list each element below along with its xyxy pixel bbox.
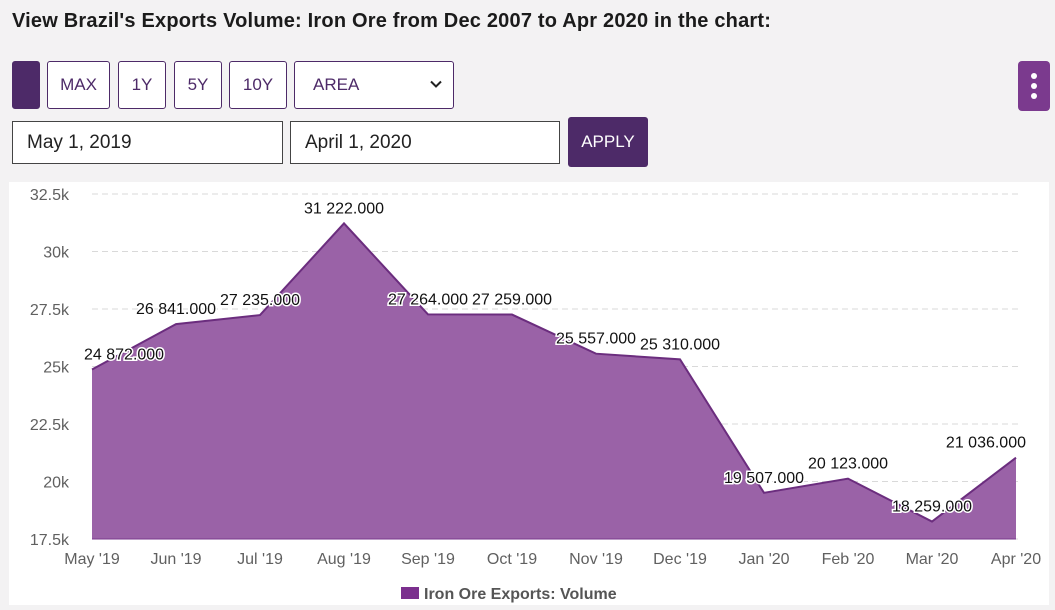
- range-button-max[interactable]: MAX: [47, 61, 110, 109]
- x-tick-label: Jul '19: [237, 551, 283, 568]
- start-date-input[interactable]: May 1, 2019: [12, 121, 283, 164]
- kebab-dot-icon: [1031, 83, 1037, 89]
- data-label: 27 259.000: [472, 292, 552, 309]
- chart-panel: 32.5k 30k 27.5k 25k 22.5k 20k 17.5k 24 872.000…: [9, 182, 1049, 605]
- data-point[interactable]: [173, 321, 179, 327]
- data-label: 26 841.000: [136, 301, 216, 318]
- more-options-button[interactable]: [1018, 61, 1050, 111]
- chart-type-value: AREA: [313, 75, 360, 94]
- area-line[interactable]: [91, 221, 1017, 523]
- y-axis-ticks: 32.5k 30k 27.5k 25k 22.5k 20k 17.5k: [30, 187, 70, 549]
- y-tick-label: 32.5k: [30, 187, 70, 204]
- apply-button[interactable]: APPLY: [568, 117, 648, 167]
- area-layer: [89, 220, 1019, 540]
- x-tick-label: Feb '20: [822, 551, 875, 568]
- data-label: 18 259.000: [892, 499, 972, 516]
- data-point[interactable]: [677, 356, 683, 362]
- x-tick-label: Jan '20: [738, 551, 789, 568]
- data-point[interactable]: [929, 519, 935, 525]
- data-point[interactable]: [1013, 455, 1019, 461]
- area-fill[interactable]: [92, 223, 1016, 540]
- data-point[interactable]: [761, 490, 767, 496]
- range-button-5y[interactable]: 5Y: [174, 61, 222, 109]
- x-axis-ticks: May '19 Jun '19 Jul '19 Aug '19 Sep '19 Oct '…: [64, 551, 1041, 568]
- end-date-input[interactable]: April 1, 2020: [290, 121, 560, 164]
- x-tick-label: Dec '19: [653, 551, 707, 568]
- y-tick-label: 27.5k: [30, 302, 70, 319]
- kebab-dot-icon: [1031, 73, 1037, 79]
- x-tick-label: Oct '19: [487, 551, 537, 568]
- data-point[interactable]: [257, 312, 263, 318]
- range-button-1y[interactable]: 1Y: [118, 61, 166, 109]
- x-tick-label: Jun '19: [150, 551, 201, 568]
- data-label: 27 264.000: [388, 291, 468, 308]
- y-tick-label: 17.5k: [30, 532, 70, 549]
- area-chart: 32.5k 30k 27.5k 25k 22.5k 20k 17.5k 24 872.000…: [30, 187, 1041, 603]
- x-tick-label: Sep '19: [401, 551, 455, 568]
- kebab-dot-icon: [1031, 93, 1037, 99]
- data-label: 24 872.000: [84, 346, 164, 363]
- data-point[interactable]: [341, 220, 347, 226]
- chart-type-select[interactable]: AREA: [294, 61, 454, 109]
- x-tick-label: Aug '19: [317, 551, 371, 568]
- data-point[interactable]: [593, 351, 599, 357]
- y-tick-label: 30k: [43, 245, 70, 262]
- page-title: View Brazil's Exports Volume: Iron Ore f…: [12, 10, 772, 32]
- data-label: 27 235.000: [220, 292, 300, 309]
- data-label: 20 123.000: [808, 456, 888, 473]
- x-tick-label: Nov '19: [569, 551, 623, 568]
- data-label: 21 036.000: [946, 435, 1026, 452]
- x-tick-label: Apr '20: [991, 551, 1041, 568]
- y-tick-label: 20k: [43, 475, 70, 492]
- data-point[interactable]: [425, 311, 431, 317]
- data-label: 19 507.000: [724, 470, 804, 487]
- data-point[interactable]: [845, 476, 851, 482]
- x-tick-label: Mar '20: [906, 551, 959, 568]
- legend-label[interactable]: Iron Ore Exports: Volume: [424, 586, 617, 603]
- data-label: 25 310.000: [640, 336, 720, 353]
- data-point[interactable]: [89, 366, 95, 372]
- data-label: 25 557.000: [556, 331, 636, 348]
- range-button-selected[interactable]: [12, 61, 40, 109]
- legend-swatch[interactable]: [401, 587, 419, 599]
- data-point[interactable]: [509, 312, 515, 318]
- range-button-10y[interactable]: 10Y: [229, 61, 287, 109]
- legend: Iron Ore Exports: Volume: [401, 586, 617, 603]
- y-tick-label: 25k: [43, 360, 70, 377]
- chevron-down-icon: [430, 80, 442, 88]
- x-tick-label: May '19: [64, 551, 120, 568]
- data-label: 31 222.000: [304, 200, 384, 217]
- y-tick-label: 22.5k: [30, 417, 70, 434]
